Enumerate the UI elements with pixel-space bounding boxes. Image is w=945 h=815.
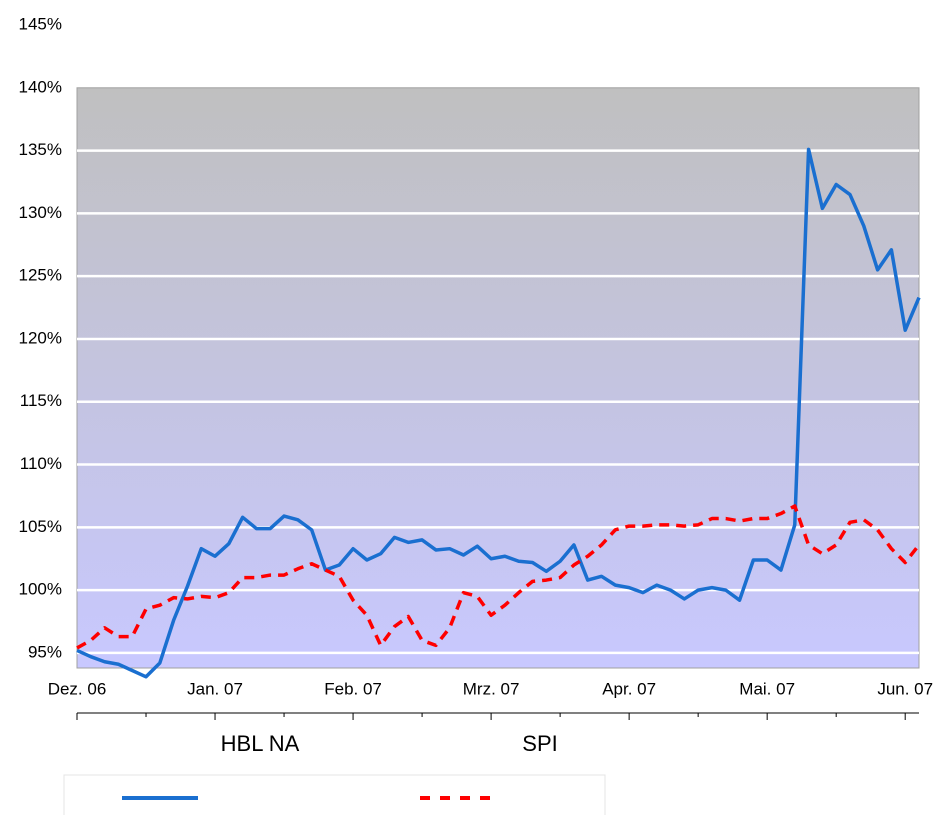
- x-tick-label: Dez. 06: [48, 679, 107, 698]
- y-tick-label: 145%: [19, 14, 62, 33]
- legend-box: [63, 774, 606, 815]
- y-tick-label: 95%: [28, 642, 62, 661]
- series-line: [76, 147, 921, 679]
- x-tick-label: Mai. 07: [739, 679, 795, 698]
- y-tick-label: 140%: [19, 77, 62, 96]
- y-tick-label: 100%: [19, 580, 62, 599]
- y-tick-label: 105%: [19, 517, 62, 536]
- y-tick-label: 115%: [20, 391, 62, 410]
- plot-area: [76, 87, 920, 669]
- y-tick-label: 110%: [20, 454, 62, 473]
- y-tick-label: 125%: [19, 266, 62, 285]
- y-tick-label: 135%: [19, 140, 62, 159]
- x-tick-label: Jan. 07: [187, 679, 243, 698]
- series-line: [76, 504, 921, 650]
- legend-label: HBL NA: [221, 731, 300, 756]
- y-tick-label: 120%: [19, 328, 62, 347]
- x-tick-label: Mrz. 07: [463, 679, 520, 698]
- x-tick-label: Apr. 07: [602, 679, 656, 698]
- x-tick-label: Jun. 07: [877, 679, 933, 698]
- y-tick-label: 130%: [19, 203, 62, 222]
- x-tick-label: Feb. 07: [324, 679, 382, 698]
- legend-label: SPI: [522, 731, 557, 756]
